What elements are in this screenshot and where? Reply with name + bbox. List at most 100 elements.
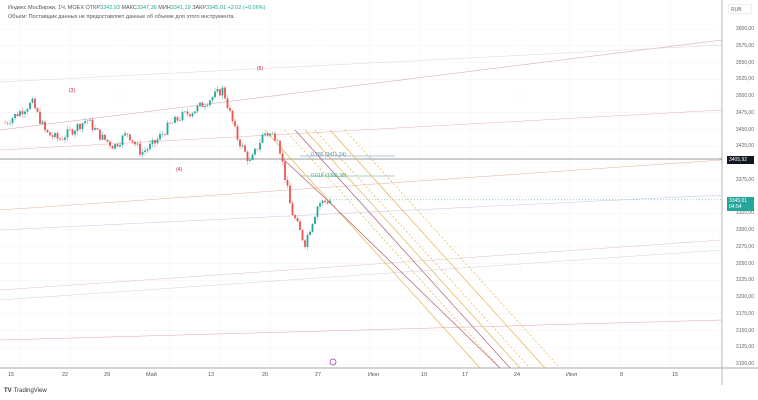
- volume-note: Объем: Поставщик данных не предоставляет…: [8, 14, 236, 20]
- price-tick: 3225,00: [735, 277, 754, 284]
- candle-body: [191, 113, 194, 117]
- ohlc-legend: Индекс МосБиржи, 1Ч, MOEX ОТКР3342,93 МА…: [8, 5, 265, 11]
- candle-body: [6, 122, 9, 124]
- candle-body: [214, 91, 216, 98]
- tradingview-logo[interactable]: TV TradingView: [4, 388, 47, 394]
- candle-body: [291, 203, 294, 216]
- trend-line: [0, 194, 723, 231]
- pitchfork-line: [284, 129, 501, 369]
- currency-button[interactable]: RUB: [728, 4, 752, 14]
- candle-body: [146, 149, 149, 151]
- candle-body: [114, 144, 116, 149]
- candle-body: [89, 119, 91, 121]
- candle-body: [231, 110, 234, 122]
- candle-body: [246, 151, 249, 161]
- candle-body: [234, 121, 236, 127]
- candle-body: [109, 141, 111, 146]
- candle-body: [74, 130, 76, 135]
- candle-body: [136, 143, 139, 145]
- candle-body: [149, 143, 151, 150]
- candle-body: [81, 123, 84, 130]
- price-tick: 3200,00: [735, 294, 754, 300]
- candle-body: [29, 102, 31, 110]
- candle-body: [269, 133, 271, 136]
- candle-body: [71, 129, 74, 135]
- price-tick: 3450,00: [735, 126, 754, 133]
- event-marker-icon: [329, 358, 337, 366]
- pitchfork-line: [294, 129, 511, 369]
- candle-body: [166, 122, 169, 135]
- candle-body: [281, 153, 284, 162]
- candle-body: [241, 145, 244, 147]
- high-value: 3347,36: [136, 5, 157, 11]
- candle-body: [139, 143, 141, 155]
- candle-body: [121, 135, 124, 145]
- time-tick: 27: [315, 372, 322, 378]
- candle-body: [99, 129, 101, 140]
- candle-body: [61, 139, 64, 141]
- candle-body: [256, 148, 259, 150]
- candle-body: [261, 134, 264, 143]
- price-tick: 3600,00: [735, 26, 754, 32]
- time-tick: Май: [146, 372, 157, 378]
- candle-body: [219, 89, 221, 96]
- time-tick: 20: [262, 372, 269, 378]
- price-tick: 3250,00: [735, 260, 754, 267]
- wave-label-3: (3): [69, 88, 76, 94]
- candle-body: [304, 240, 306, 247]
- candle-body: [96, 128, 99, 130]
- candle-body: [216, 89, 219, 92]
- candle-body: [299, 221, 301, 231]
- pitchfork-line: [344, 129, 561, 369]
- close-label: ЗАКР: [192, 5, 207, 11]
- candle-body: [184, 111, 186, 113]
- candle-body: [174, 117, 176, 123]
- candle-body: [264, 133, 266, 135]
- pitchfork-line: [314, 129, 531, 369]
- candle-body: [284, 161, 286, 180]
- candle-body: [9, 123, 11, 124]
- candle-body: [329, 200, 331, 204]
- candle-body: [286, 179, 289, 186]
- candle-body: [311, 223, 314, 232]
- time-tick: 8: [620, 372, 624, 378]
- candle-body: [154, 140, 156, 144]
- pitchfork-line: [264, 129, 481, 369]
- candle-body: [266, 133, 269, 136]
- candle-body: [189, 114, 191, 117]
- current-price: 3345,01: [729, 198, 748, 204]
- price-tick: 3525,00: [735, 76, 754, 83]
- price-tick: 3475,00: [735, 109, 754, 116]
- price-tick: 3175,00: [735, 310, 754, 317]
- candle-body: [161, 134, 164, 135]
- candle-body: [306, 234, 309, 247]
- price-tick: 3425,00: [735, 143, 754, 150]
- candle-body: [19, 111, 21, 117]
- candle-body: [196, 105, 199, 112]
- time-tick: 17: [462, 372, 469, 378]
- candle-body: [279, 140, 281, 154]
- candle-body: [316, 206, 319, 217]
- candle-body: [181, 112, 184, 121]
- crosshair-price-label: 3405,92: [727, 156, 754, 164]
- low-label: МИН: [158, 5, 171, 11]
- candle-body: [49, 132, 51, 136]
- candle-body: [86, 120, 89, 122]
- fib-level-0618[interactable]: 0.618 (3382,38): [311, 173, 347, 179]
- candle-body: [249, 160, 251, 161]
- time-tick: 13: [208, 372, 215, 378]
- candle-body: [46, 129, 49, 133]
- trend-line: [0, 44, 723, 83]
- footer-text: TradingView: [13, 388, 47, 394]
- fib-level-0786[interactable]: 0.786 (3411,24): [311, 152, 346, 158]
- candle-body: [309, 231, 311, 235]
- trend-line: [0, 159, 723, 211]
- bar-countdown: 04:54: [729, 204, 742, 210]
- candle-body: [221, 87, 224, 96]
- candle-body: [271, 133, 274, 134]
- price-tick: 3550,00: [735, 59, 754, 66]
- pitchfork-handle: [281, 157, 326, 199]
- candle-body: [94, 128, 96, 130]
- candle-body: [209, 100, 211, 106]
